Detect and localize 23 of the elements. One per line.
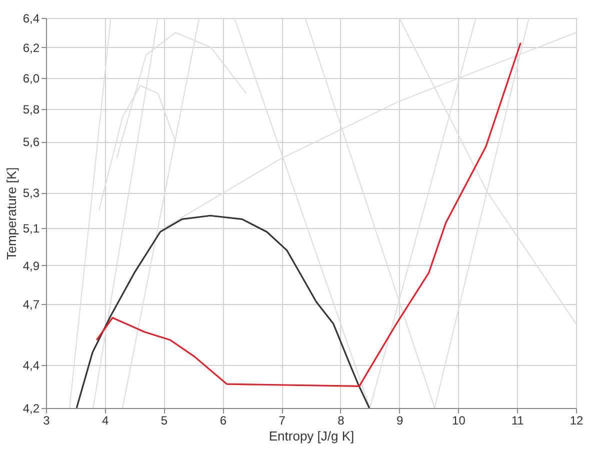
y-tick-label: 5,1	[22, 222, 40, 236]
x-tick-label: 5	[160, 414, 168, 428]
y-tick-label: 4,4	[22, 358, 40, 372]
x-tick-label: 11	[511, 414, 524, 428]
x-tick-label: 3	[43, 414, 50, 428]
x-tick-label: 4	[102, 414, 110, 428]
x-tick-label: 9	[396, 414, 404, 428]
y-tick-label: 5,3	[22, 186, 40, 200]
x-tick-label: 10	[452, 414, 466, 428]
x-tick-label: 12	[570, 414, 584, 428]
x-axis-title: Entropy [J/g K]	[268, 428, 354, 444]
y-tick-label: 6,0	[22, 71, 40, 86]
y-tick-label: 4,2	[22, 402, 40, 416]
x-tick-label: 8	[338, 414, 345, 428]
y-tick-label: 5,8	[22, 102, 40, 117]
y-tick-label: 4,9	[22, 258, 40, 273]
x-tick-label: 6	[220, 414, 227, 428]
y-tick-label: 6,2	[22, 40, 40, 55]
x-tick-label: 7	[278, 414, 286, 428]
y-tick-label: 6,4	[22, 12, 40, 26]
y-tick-label: 4,7	[22, 297, 40, 312]
y-tick-label: 5,6	[22, 135, 40, 150]
y-axis-title: Temperature [K]	[4, 167, 19, 260]
